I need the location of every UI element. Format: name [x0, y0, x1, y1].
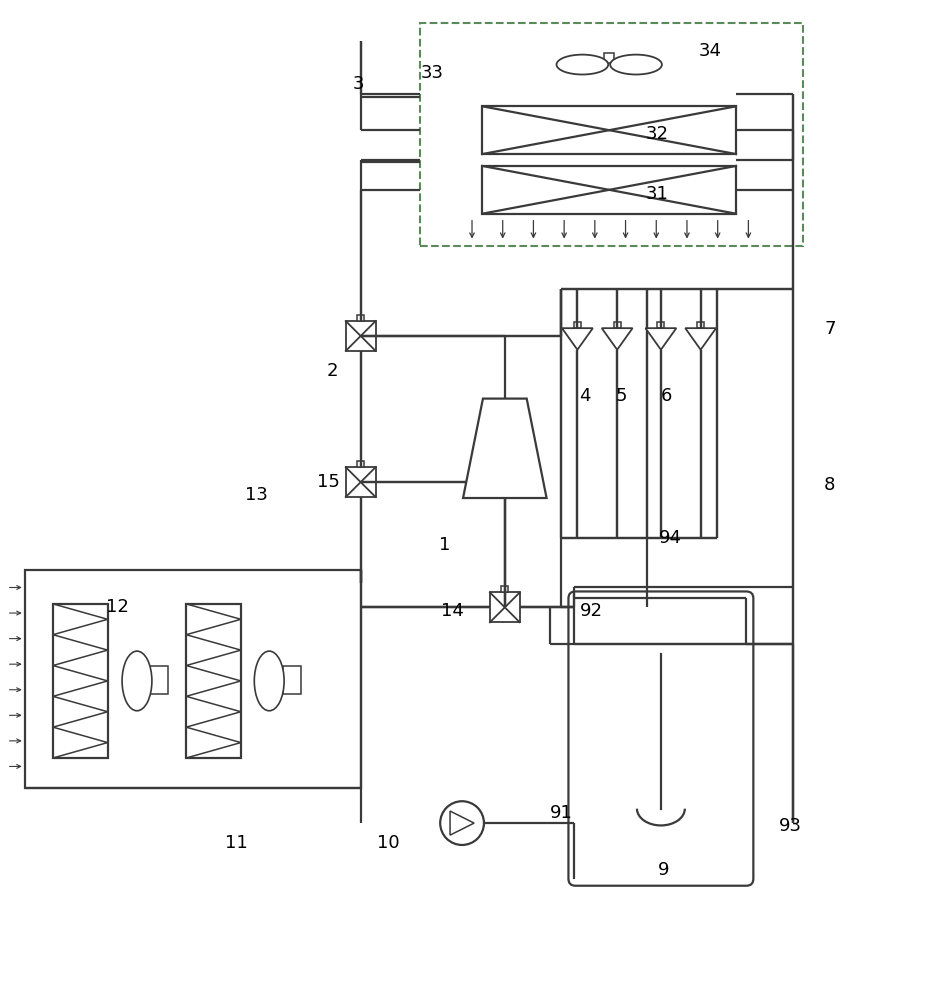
Polygon shape: [450, 811, 474, 835]
Bar: [697, 322, 704, 328]
Text: 94: 94: [660, 529, 683, 547]
Bar: [357, 461, 364, 467]
Bar: [357, 315, 364, 321]
Text: 34: 34: [699, 42, 722, 60]
Text: 3: 3: [353, 75, 364, 93]
Text: 9: 9: [658, 861, 669, 879]
Text: 13: 13: [245, 486, 267, 504]
Bar: [53, 604, 108, 758]
Text: 6: 6: [661, 387, 672, 405]
Bar: [186, 604, 241, 758]
Bar: [346, 321, 375, 351]
Bar: [283, 666, 301, 694]
Text: 7: 7: [824, 320, 835, 338]
Text: 15: 15: [318, 473, 340, 491]
Circle shape: [440, 801, 483, 845]
Text: 32: 32: [646, 125, 668, 143]
Bar: [613, 322, 621, 328]
Text: 2: 2: [327, 362, 338, 380]
Ellipse shape: [122, 651, 152, 711]
Text: 33: 33: [421, 64, 444, 82]
Polygon shape: [646, 328, 676, 350]
Text: 1: 1: [440, 536, 451, 554]
Ellipse shape: [611, 55, 662, 75]
Text: 31: 31: [646, 185, 668, 203]
Text: 11: 11: [225, 834, 247, 852]
Text: 14: 14: [441, 602, 464, 620]
Bar: [25, 570, 360, 788]
Text: 8: 8: [824, 476, 835, 494]
Bar: [657, 322, 665, 328]
Bar: [346, 467, 375, 497]
Polygon shape: [463, 399, 547, 498]
Ellipse shape: [556, 55, 609, 75]
Bar: [150, 666, 168, 694]
Text: 10: 10: [377, 834, 400, 852]
Polygon shape: [602, 328, 632, 350]
Bar: [420, 23, 803, 246]
Text: 12: 12: [105, 598, 129, 616]
Bar: [490, 592, 520, 622]
Text: 5: 5: [615, 387, 627, 405]
Bar: [501, 586, 508, 592]
Bar: [574, 322, 581, 328]
Text: 91: 91: [550, 804, 573, 822]
Text: 92: 92: [580, 602, 603, 620]
Text: 4: 4: [578, 387, 590, 405]
Bar: [483, 106, 736, 154]
Polygon shape: [685, 328, 716, 350]
Polygon shape: [562, 328, 592, 350]
Ellipse shape: [254, 651, 284, 711]
FancyBboxPatch shape: [569, 591, 754, 886]
Text: 93: 93: [778, 817, 802, 835]
Bar: [483, 166, 736, 214]
Bar: [604, 53, 614, 63]
